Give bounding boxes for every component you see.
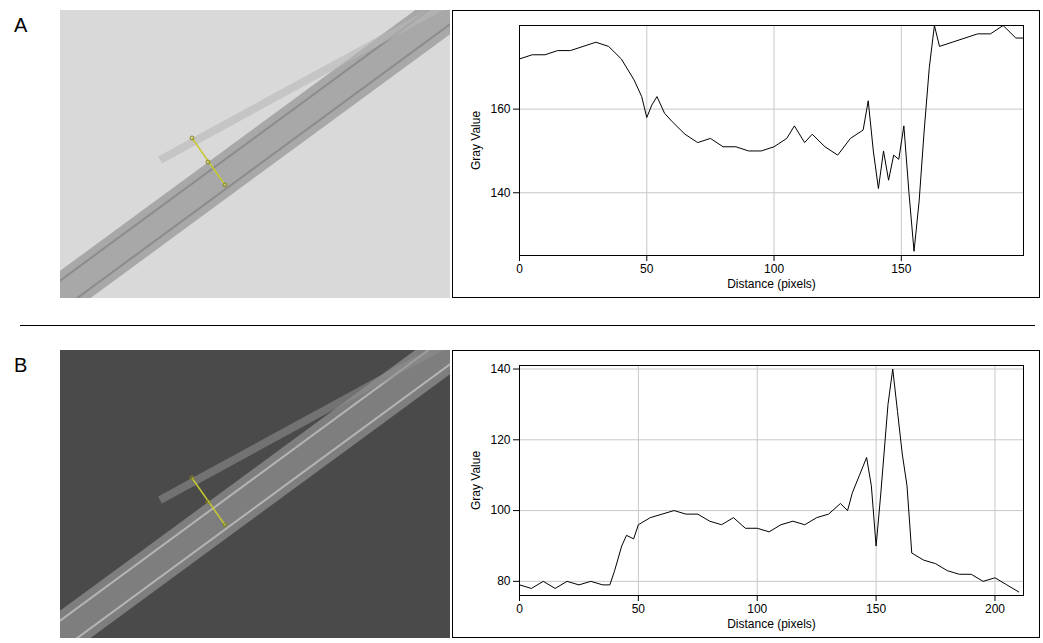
svg-text:0: 0 [516,602,523,616]
svg-text:200: 200 [985,602,1005,616]
svg-text:50: 50 [632,602,646,616]
svg-text:Distance (pixels): Distance (pixels) [727,277,816,291]
svg-text:100: 100 [490,503,510,517]
svg-text:100: 100 [747,602,767,616]
svg-text:50: 50 [640,262,654,276]
svg-text:140: 140 [490,362,510,376]
svg-text:100: 100 [764,262,784,276]
svg-text:160: 160 [490,102,510,116]
html-text:B: B [14,354,28,376]
svg-text:150: 150 [866,602,886,616]
html-text:A: A [14,14,28,36]
svg-text:0: 0 [516,262,523,276]
svg-text:Distance (pixels): Distance (pixels) [727,617,816,631]
svg-text:150: 150 [891,262,911,276]
svg-text:140: 140 [490,186,510,200]
svg-text:120: 120 [490,433,510,447]
svg-text:Gray Value: Gray Value [469,111,483,170]
svg-text:Gray Value: Gray Value [469,451,483,510]
svg-text:80: 80 [497,574,511,588]
